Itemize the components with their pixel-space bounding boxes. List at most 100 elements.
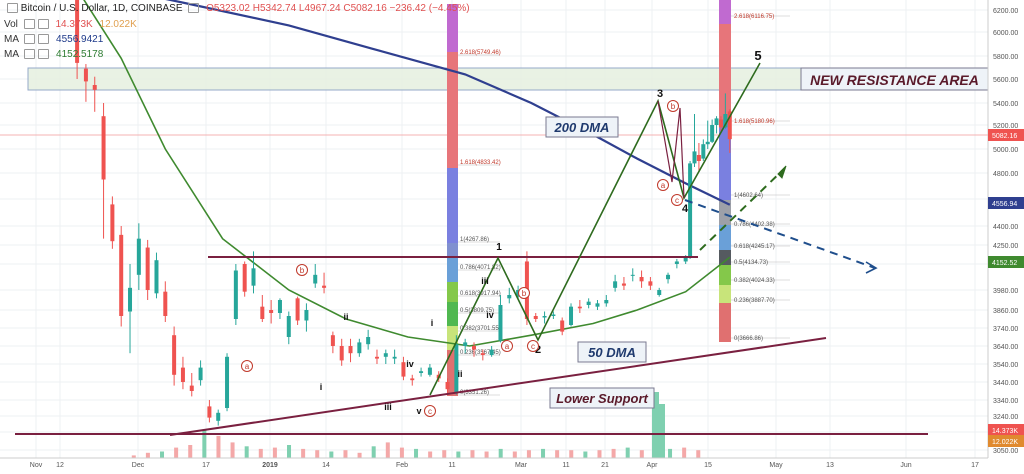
arrow-icon bbox=[777, 165, 787, 179]
fib-band-left bbox=[447, 302, 458, 326]
fib-label-left: 0.236(3567.45) bbox=[460, 350, 501, 356]
volume-bar bbox=[526, 450, 531, 458]
candle-body bbox=[427, 367, 432, 375]
candle-body bbox=[110, 204, 115, 242]
volume-bar bbox=[357, 452, 362, 458]
volume-bar bbox=[131, 455, 136, 458]
time-tick-label: 12 bbox=[56, 462, 64, 469]
volume-bar bbox=[230, 442, 235, 458]
candle-body bbox=[286, 316, 291, 337]
candle-body bbox=[75, 0, 80, 63]
time-tick-label: Feb bbox=[396, 462, 408, 469]
collapse-icon[interactable] bbox=[7, 3, 18, 14]
time-tick-label: 21 bbox=[601, 462, 609, 469]
fib-label-right: 1.618(5180.96) bbox=[734, 119, 775, 125]
price-tick-label: 4250.00 bbox=[993, 243, 1018, 250]
candle-body bbox=[613, 281, 618, 288]
ma1-value: 4556.9421 bbox=[56, 34, 104, 45]
volume-bar bbox=[301, 448, 306, 458]
candle-body bbox=[207, 406, 212, 418]
fib-label-right: 2.618(6116.75) bbox=[734, 14, 774, 20]
candle-body bbox=[216, 412, 221, 421]
wave-circle-letter: c bbox=[675, 196, 679, 205]
volume-bar bbox=[583, 451, 588, 458]
volume-bar bbox=[287, 445, 292, 458]
wave-circle-letter: a bbox=[505, 342, 510, 351]
time-tick-label: Jun bbox=[900, 462, 911, 469]
candle-body bbox=[577, 306, 582, 309]
candle-body bbox=[172, 335, 177, 375]
visibility-icon[interactable] bbox=[24, 34, 36, 45]
fib-label-right: 0.382(4024.33) bbox=[734, 278, 775, 284]
fibonacci-levels: 2.618(5749.46) 1.618(4833.42) 1(4267.86) 0.… bbox=[447, 0, 790, 396]
fib-band-right bbox=[719, 285, 731, 303]
visibility-icon[interactable] bbox=[23, 19, 35, 30]
candle-body bbox=[586, 301, 591, 305]
fib-label-right: 0.236(3887.70) bbox=[734, 298, 775, 304]
wave-circle bbox=[667, 100, 679, 112]
candle-body bbox=[714, 118, 719, 125]
volume-bar bbox=[652, 392, 659, 458]
wave-circle bbox=[657, 179, 669, 191]
settings-icon[interactable] bbox=[38, 49, 50, 60]
bullish-forecast bbox=[699, 167, 786, 251]
fib-label-left: 0.382(3701.55) bbox=[460, 326, 501, 332]
vol-tag-bg bbox=[988, 424, 1024, 436]
price-tick-label: 5600.00 bbox=[993, 77, 1018, 84]
time-tick-label: 2019 bbox=[262, 462, 278, 469]
dropdown-icon[interactable] bbox=[188, 3, 200, 14]
wave-number: 1 bbox=[496, 242, 502, 253]
wave-number: 4 bbox=[682, 203, 689, 215]
wave-circle bbox=[241, 360, 253, 372]
visibility-icon[interactable] bbox=[24, 49, 36, 60]
wave-circle bbox=[527, 340, 539, 352]
candle-body bbox=[688, 163, 693, 258]
ma50-tag-bg bbox=[988, 256, 1024, 268]
volume-bar bbox=[202, 429, 207, 458]
wave-circle-letter: b bbox=[300, 266, 305, 275]
candle-body bbox=[621, 283, 626, 286]
candle-body bbox=[119, 234, 124, 316]
candle-body bbox=[242, 264, 247, 292]
settings-icon[interactable] bbox=[37, 19, 49, 30]
support-trendline bbox=[169, 337, 827, 436]
resistance-label: NEW RESISTANCE AREA bbox=[810, 72, 979, 88]
candle-body bbox=[696, 155, 701, 161]
volume-bar bbox=[160, 451, 165, 458]
vol-ma-value: 12.022K bbox=[99, 19, 137, 30]
arrow-icon bbox=[865, 261, 878, 274]
candle-body bbox=[648, 281, 653, 286]
symbol-title[interactable]: Bitcoin / U.S. Dollar, 1D, COINBASE bbox=[20, 3, 183, 14]
candle-body bbox=[304, 310, 309, 321]
price-tick-label: 3980.00 bbox=[993, 288, 1018, 295]
vol-label: Vol bbox=[4, 19, 18, 30]
candle-body bbox=[630, 274, 635, 276]
ma50-tag: 4152.52 bbox=[992, 260, 1017, 267]
candle-body bbox=[674, 261, 679, 264]
candle-body bbox=[154, 260, 159, 294]
price-axis-bg bbox=[988, 0, 1024, 469]
price-tick-label: 5800.00 bbox=[993, 54, 1018, 61]
wave-circle bbox=[518, 287, 530, 299]
volume-bar bbox=[414, 448, 419, 458]
support-label: Lower Support bbox=[556, 391, 648, 406]
time-tick-label: May bbox=[769, 462, 783, 469]
price-tick-label: 3640.00 bbox=[993, 344, 1018, 351]
settings-icon[interactable] bbox=[38, 34, 50, 45]
fib-band-left bbox=[447, 243, 458, 258]
fib-band-right bbox=[719, 303, 731, 342]
candle-body bbox=[128, 287, 133, 312]
time-tick-label: 11 bbox=[448, 462, 455, 469]
price-tick-label: 5400.00 bbox=[993, 101, 1018, 108]
fib-label-left: 0.5(3809.75) bbox=[460, 308, 494, 314]
ma200-tag: 4556.94 bbox=[992, 201, 1017, 208]
fib-band-right bbox=[719, 0, 731, 24]
candle-body bbox=[322, 285, 327, 288]
candle-body bbox=[260, 306, 265, 319]
fib-band-right bbox=[719, 265, 731, 285]
candle-body bbox=[533, 316, 538, 319]
fib-label-right: 1(4602.64) bbox=[734, 193, 763, 199]
wave-number: 2 bbox=[535, 344, 541, 356]
